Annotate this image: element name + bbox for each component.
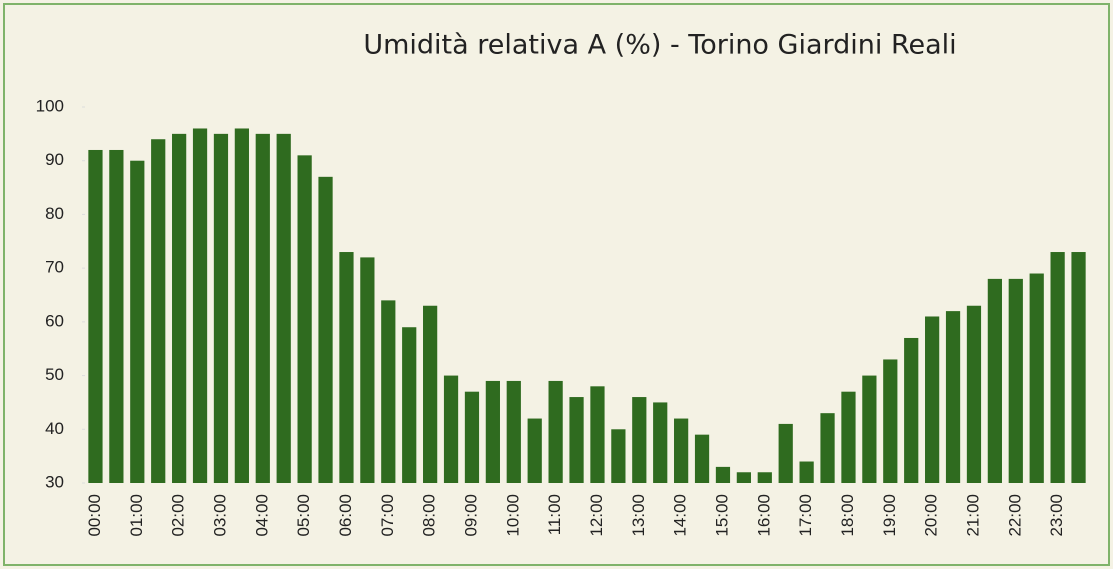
x-tick-label: 19:00 <box>880 494 899 537</box>
x-tick-label: 06:00 <box>336 494 355 537</box>
bar <box>130 160 145 483</box>
bar <box>234 128 249 483</box>
x-tick-label: 05:00 <box>294 494 313 537</box>
chart-title: Umidità relativa A (%) - Torino Giardini… <box>363 30 956 61</box>
bar <box>925 316 940 483</box>
bar <box>527 418 542 483</box>
bar <box>1029 273 1044 483</box>
bar <box>192 128 208 483</box>
y-tick-label: 80 <box>45 204 64 223</box>
bar <box>883 359 898 483</box>
x-tick-label: 18:00 <box>838 494 857 537</box>
x-tick-label: 16:00 <box>754 494 773 537</box>
y-tick-label: 60 <box>45 311 64 330</box>
bar <box>443 375 459 483</box>
bar <box>715 466 731 483</box>
bar <box>151 139 166 483</box>
bar <box>88 149 103 483</box>
bar <box>694 434 710 483</box>
y-tick-label: 70 <box>45 258 64 277</box>
bar <box>360 257 375 483</box>
bar <box>109 149 124 483</box>
bar <box>381 300 396 483</box>
x-tick-label: 07:00 <box>378 494 397 537</box>
y-tick-label: 50 <box>45 365 64 384</box>
bar <box>506 380 521 483</box>
x-tick-label: 00:00 <box>85 494 104 537</box>
bar <box>548 380 563 483</box>
bar <box>611 429 626 483</box>
x-tick-label: 03:00 <box>210 494 229 537</box>
bar <box>653 402 668 483</box>
bar <box>966 305 982 483</box>
bar <box>1008 278 1023 483</box>
x-tick-label: 20:00 <box>922 494 941 537</box>
y-tick-label: 100 <box>36 96 64 115</box>
bar <box>297 155 312 484</box>
x-tick-label: 21:00 <box>963 494 982 537</box>
bar <box>276 133 291 483</box>
bar <box>485 380 500 483</box>
bar <box>778 423 793 483</box>
y-tick-label: 40 <box>45 419 64 438</box>
bar <box>841 391 856 483</box>
y-tick-label: 30 <box>45 472 64 491</box>
bar <box>757 472 772 483</box>
bar <box>464 391 480 483</box>
bar <box>674 418 689 483</box>
bar <box>172 133 187 483</box>
bar <box>736 472 751 483</box>
x-tick-label: 08:00 <box>420 494 439 537</box>
bar <box>590 386 605 483</box>
x-tick-label: 14:00 <box>671 494 690 537</box>
bar <box>632 397 647 483</box>
bar <box>1071 252 1086 483</box>
x-tick-label: 22:00 <box>1005 494 1024 537</box>
bar <box>213 133 229 483</box>
x-tick-label: 02:00 <box>169 494 188 537</box>
bar <box>423 305 438 483</box>
bar <box>255 133 270 483</box>
x-tick-label: 17:00 <box>796 494 815 537</box>
bar <box>339 252 354 483</box>
bar <box>904 337 919 483</box>
x-tick-label: 10:00 <box>503 494 522 537</box>
x-tick-label: 04:00 <box>252 494 271 537</box>
x-tick-label: 09:00 <box>461 494 480 537</box>
bar <box>318 176 333 484</box>
bar <box>862 375 877 483</box>
bar <box>1050 252 1065 483</box>
x-tick-label: 01:00 <box>127 494 146 537</box>
bar <box>799 461 814 483</box>
x-tick-label: 23:00 <box>1047 494 1066 537</box>
bar <box>945 311 961 483</box>
x-tick-label: 11:00 <box>545 494 564 535</box>
bar <box>987 278 1002 483</box>
bar <box>820 413 835 483</box>
x-tick-label: 15:00 <box>712 494 731 537</box>
y-tick-label: 90 <box>45 150 64 169</box>
x-tick-label: 13:00 <box>629 494 648 537</box>
bar <box>569 397 584 483</box>
x-tick-label: 12:00 <box>587 494 606 537</box>
bar <box>402 327 417 483</box>
